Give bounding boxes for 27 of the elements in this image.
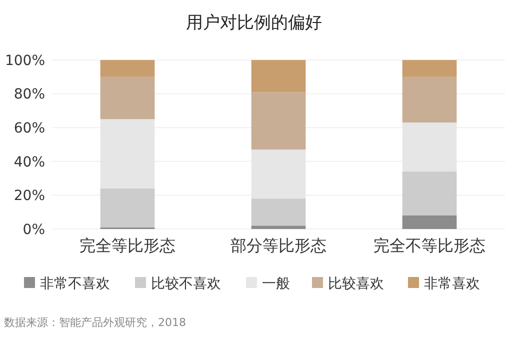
legend-label: 比较不喜欢 <box>151 276 221 292</box>
bar <box>251 226 306 229</box>
legend-label: 比较喜欢 <box>328 276 384 292</box>
y-tick-label: 100% <box>4 52 45 69</box>
bar <box>100 188 155 228</box>
bar <box>251 60 306 92</box>
bar <box>251 92 306 150</box>
bar <box>402 76 457 123</box>
bar <box>402 172 457 216</box>
y-tick-label: 60% <box>14 120 45 136</box>
chart-title: 用户对比例的偏好 <box>186 13 322 33</box>
legend-label: 非常不喜欢 <box>40 276 110 292</box>
x-tick-label: 部分等比形态 <box>230 236 326 255</box>
y-tick-label: 40% <box>14 154 45 170</box>
bar <box>100 76 155 120</box>
y-tick-label: 20% <box>14 188 45 204</box>
legend-label: 一般 <box>262 276 290 292</box>
legend-label: 非常喜欢 <box>424 276 480 292</box>
source-note: 数据来源：智能产品外观研究，2018 <box>4 316 186 329</box>
bar <box>402 215 457 229</box>
x-tick-label: 完全等比形态 <box>80 236 176 255</box>
y-tick-label: 80% <box>14 86 45 103</box>
bar <box>251 198 306 226</box>
bar <box>100 60 155 77</box>
bar <box>402 60 457 77</box>
x-tick-label: 完全不等比形态 <box>374 236 486 255</box>
y-tick-label: 0% <box>22 222 45 238</box>
